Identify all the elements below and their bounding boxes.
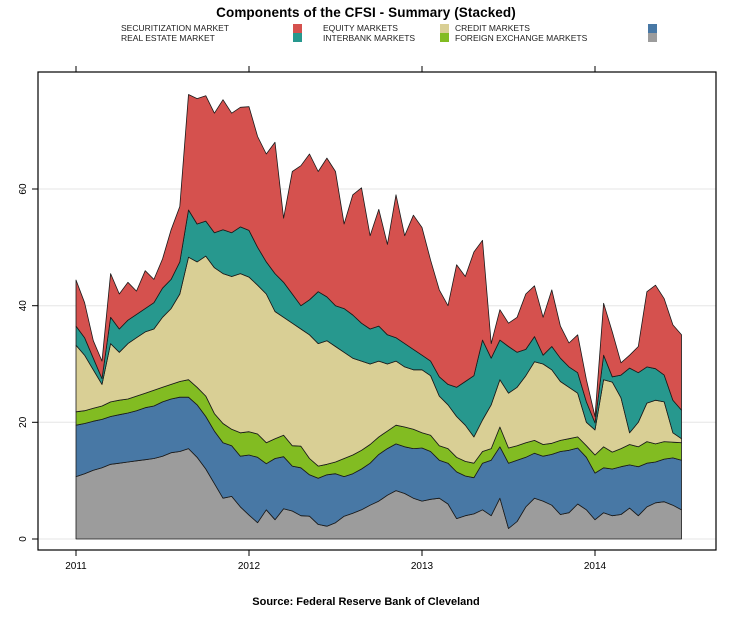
- legend-label: EQUITY MARKETS: [323, 23, 398, 33]
- x-tick-label: 2013: [411, 561, 434, 572]
- legend-swatch-icon: [440, 23, 449, 33]
- x-tick-label: 2012: [238, 561, 261, 572]
- x-tick-label: 2011: [65, 561, 87, 572]
- legend-swatch-icon: [440, 33, 449, 42]
- plot-frame: [37, 71, 717, 551]
- legend-label: INTERBANK MARKETS: [323, 32, 416, 43]
- y-tick-label: 40: [18, 300, 29, 312]
- legend-swatch-icon: [293, 33, 302, 42]
- legend-swatch-icon: [293, 23, 302, 33]
- legend-label: CREDIT MARKETS: [455, 23, 530, 33]
- y-tick-label: 60: [18, 183, 29, 195]
- source-note: Source: Federal Reserve Bank of Clevelan…: [252, 596, 480, 608]
- x-tick-label: 2014: [584, 561, 607, 572]
- legend-label: REAL ESTATE MARKET: [121, 32, 215, 43]
- legend-label: SECURITIZATION MARKET: [121, 23, 229, 33]
- y-tick-label: 0: [18, 536, 29, 542]
- legend-label: FOREIGN EXCHANGE MARKETS: [455, 32, 588, 43]
- legend-swatch-icon: [648, 33, 657, 42]
- legend-swatch-icon: [648, 23, 657, 33]
- chart-title: Components of the CFSI - Summary (Stacke…: [216, 5, 516, 20]
- y-tick-label: 20: [18, 416, 29, 428]
- area-securitization-market: [75, 94, 682, 424]
- legend: SECURITIZATION MARKET REAL ESTATE MARKET E…: [0, 0, 732, 46]
